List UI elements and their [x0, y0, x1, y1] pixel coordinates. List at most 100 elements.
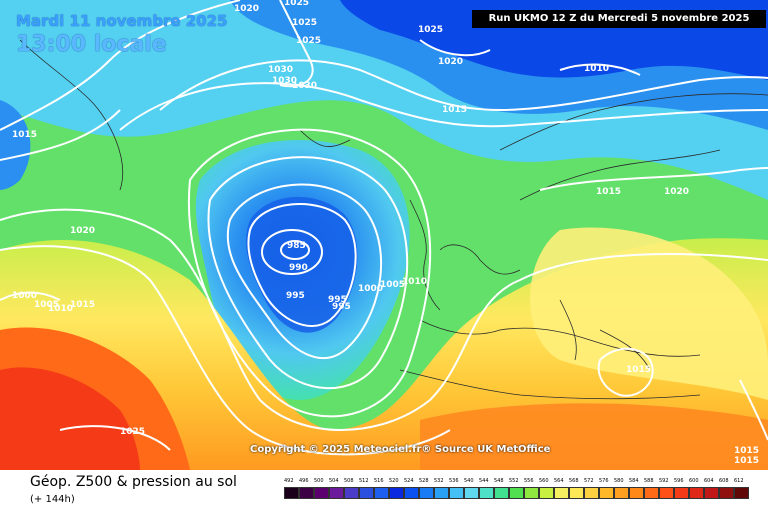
scale-swatch: [614, 487, 629, 499]
scale-tick-label: 548: [494, 478, 504, 484]
scale-tick-label: 564: [554, 478, 564, 484]
z500-south-hot-core: [0, 367, 140, 470]
scale-swatch: [509, 487, 524, 499]
scale-swatch: [404, 487, 419, 499]
model-run-banner: Run UKMO 12 Z du Mercredi 5 novembre 202…: [472, 10, 766, 28]
scale-swatch: [299, 487, 314, 499]
scale-tick-label: 504: [329, 478, 339, 484]
pressure-label: 1020: [70, 226, 95, 236]
scale-tick-label: 556: [524, 478, 534, 484]
scale-swatch: [719, 487, 734, 499]
pressure-label: 1030: [272, 76, 297, 86]
scale-tick-label: 496: [299, 478, 309, 484]
pressure-label: 1010: [48, 304, 73, 314]
scale-tick-label: 560: [539, 478, 549, 484]
pressure-label: 995: [328, 295, 347, 305]
pressure-label: 1025: [418, 25, 443, 35]
scale-swatch: [479, 487, 494, 499]
scale-tick-label: 584: [629, 478, 639, 484]
pressure-label: 1015: [596, 187, 621, 197]
pressure-label: 1025: [292, 18, 317, 28]
scale-swatch: [599, 487, 614, 499]
scale-swatch: [689, 487, 704, 499]
scale-tick-label: 492: [284, 478, 294, 484]
pressure-label: 990: [289, 263, 308, 273]
pressure-label: 1025: [284, 0, 309, 8]
scale-tick-label: 508: [344, 478, 354, 484]
pressure-label: 1020: [664, 187, 689, 197]
z500-trough-core: [245, 196, 358, 333]
scale-swatch: [359, 487, 374, 499]
scale-swatch: [314, 487, 329, 499]
scale-tick-label: 568: [569, 478, 579, 484]
scale-tick-label: 592: [659, 478, 669, 484]
scale-tick-label: 540: [464, 478, 474, 484]
scale-swatch: [434, 487, 449, 499]
pressure-label: 1015: [734, 456, 759, 466]
scale-swatch: [464, 487, 479, 499]
scale-tick-label: 544: [479, 478, 489, 484]
forecast-time: 13:00 locale: [16, 32, 167, 57]
scale-tick-label: 596: [674, 478, 684, 484]
scale-swatch: [674, 487, 689, 499]
scale-swatch: [554, 487, 569, 499]
scale-tick-label: 552: [509, 478, 519, 484]
z500-west-low: [0, 100, 31, 190]
scale-tick-label: 532: [434, 478, 444, 484]
scale-swatch: [659, 487, 674, 499]
scale-swatch: [569, 487, 584, 499]
scale-tick-label: 536: [449, 478, 459, 484]
pressure-label: 1005: [34, 300, 59, 310]
scale-tick-label: 516: [374, 478, 384, 484]
pressure-label: 1015: [70, 300, 95, 310]
z500-africa-hot: [420, 403, 768, 470]
scale-swatch: [344, 487, 359, 499]
scale-tick-label: 524: [404, 478, 414, 484]
scale-tick-label: 572: [584, 478, 594, 484]
scale-tick-label: 580: [614, 478, 624, 484]
scale-tick-label: 520: [389, 478, 399, 484]
pressure-label: 1000: [12, 291, 37, 301]
weather-map: 1020 1025 1025 1025 1025 1020 1010 1030 …: [0, 0, 768, 470]
pressure-label: 1015: [734, 446, 759, 456]
scale-tick-label: 588: [644, 478, 654, 484]
scale-tick-label: 604: [704, 478, 714, 484]
copyright-notice: Copyright © 2025 Meteociel.fr® Source UK…: [250, 444, 551, 455]
pressure-labels: 1020 1025 1025 1025 1025 1020 1010 1030 …: [12, 0, 759, 466]
pressure-label: 1010: [584, 64, 609, 74]
scale-swatch: [584, 487, 599, 499]
scale-swatch: [374, 487, 389, 499]
pressure-label: 1020: [234, 4, 259, 14]
pressure-label: 1015: [626, 365, 651, 375]
scale-swatch: [629, 487, 644, 499]
pressure-label: 1000: [358, 284, 383, 294]
z500-europe-warm: [530, 227, 768, 400]
scale-swatch: [419, 487, 434, 499]
scale-swatch: [329, 487, 344, 499]
pressure-label: 1005: [380, 280, 405, 290]
pressure-label: 995: [332, 302, 351, 312]
pressure-label: 1025: [296, 36, 321, 46]
pressure-label: 1025: [120, 427, 145, 437]
scale-tick-label: 528: [419, 478, 429, 484]
pressure-label: 1015: [442, 105, 467, 115]
scale-tick-label: 600: [689, 478, 699, 484]
scale-swatch: [644, 487, 659, 499]
pressure-label: 995: [286, 291, 305, 301]
forecast-date: Mardi 11 novembre 2025: [16, 12, 228, 30]
pressure-label: 1015: [12, 130, 37, 140]
scale-swatch: [449, 487, 464, 499]
scale-tick-label: 612: [734, 478, 744, 484]
pressure-label: 1020: [438, 57, 463, 67]
scale-tick-label: 512: [359, 478, 369, 484]
pressure-label: 1010: [402, 277, 427, 287]
scale-swatch: [734, 487, 749, 499]
scale-tick-label: 608: [719, 478, 729, 484]
pressure-label: 1030: [292, 81, 317, 91]
legend-title: Géop. Z500 & pression au sol: [30, 474, 237, 490]
legend-subtitle: (+ 144h): [30, 494, 75, 505]
scale-swatch: [284, 487, 299, 499]
scale-swatch: [704, 487, 719, 499]
scale-tick-label: 500: [314, 478, 324, 484]
